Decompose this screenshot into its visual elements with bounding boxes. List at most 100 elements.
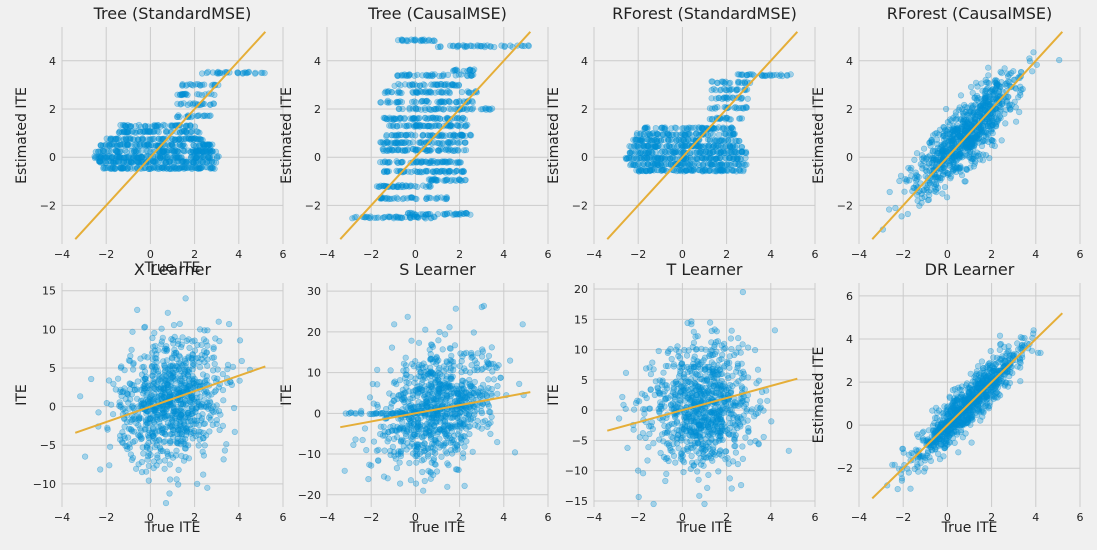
data-point [454,42,461,50]
points [622,71,794,175]
data-point [200,471,207,478]
data-point [124,446,131,453]
data-point [134,395,141,402]
x-tick-label: 4 [235,511,242,524]
data-point [185,336,192,343]
data-point [186,344,193,352]
data-point [114,375,122,382]
data-point [198,164,205,172]
data-point [137,159,144,166]
data-point [95,409,102,416]
data-point [963,165,970,172]
data-point [958,172,966,179]
data-point [182,135,189,142]
data-point [443,195,451,202]
data-point [107,148,115,155]
data-point [189,158,196,165]
data-point [196,142,203,149]
y-tick-label: 5 [49,362,56,375]
data-point [129,403,136,411]
data-point [212,148,219,155]
data-point [686,161,693,168]
data-point [236,337,244,344]
data-point [195,112,202,119]
data-point [161,158,168,165]
data-point [179,142,186,149]
data-point [204,342,211,349]
data-point [132,416,139,423]
data-point [462,176,469,184]
data-point [966,140,973,147]
data-point [96,158,103,165]
data-point [155,371,162,378]
data-point [440,106,447,113]
data-point [406,104,413,112]
data-point [88,375,95,383]
data-point [720,167,728,174]
data-point [981,101,989,108]
data-point [366,461,373,468]
x-tick-label: −2 [895,248,911,261]
data-point [985,138,992,145]
data-point [1019,85,1026,93]
data-point [462,147,470,154]
reference-line [74,31,267,240]
data-point [155,129,162,136]
data-point [195,165,202,172]
data-point [458,116,465,123]
data-point [163,357,170,364]
data-point [460,167,467,174]
x-tick-label: −2 [363,511,379,524]
data-point [213,159,220,166]
data-point [150,158,157,165]
data-point [391,195,398,202]
data-point [398,98,406,106]
data-point [938,141,945,148]
data-point [660,131,667,138]
data-point [105,158,112,165]
data-point [957,92,965,99]
data-point [982,92,990,99]
y-tick-label: 2 [581,103,588,116]
data-point [141,400,148,407]
data-point [431,105,438,113]
data-point [658,162,666,169]
data-point [146,429,153,437]
data-point [124,165,131,172]
data-point [182,164,189,171]
data-point [148,165,155,172]
data-point [399,105,406,113]
data-point [164,452,172,460]
x-tick-label: 6 [812,248,819,261]
data-point [687,167,695,174]
data-point [723,94,730,101]
data-point [120,159,127,166]
data-point [151,329,158,337]
data-point [706,115,713,123]
data-point [197,402,205,409]
data-point [208,158,216,165]
data-point [462,122,469,129]
x-tick-label: −4 [319,511,335,524]
data-point [163,423,170,431]
data-point [677,167,684,174]
data-point [980,123,987,130]
data-point [943,194,951,201]
data-point [665,161,672,168]
data-point [722,115,730,122]
data-point [455,140,462,147]
data-point [167,158,174,165]
data-point [362,213,370,220]
data-point [172,165,179,172]
data-point [962,178,969,185]
data-point [117,148,125,155]
data-point [112,159,119,166]
data-point [188,164,195,171]
data-point [147,415,154,422]
data-point [194,165,201,172]
data-point [162,128,169,135]
data-point [146,420,153,427]
data-point [177,420,184,427]
data-point [102,159,109,166]
